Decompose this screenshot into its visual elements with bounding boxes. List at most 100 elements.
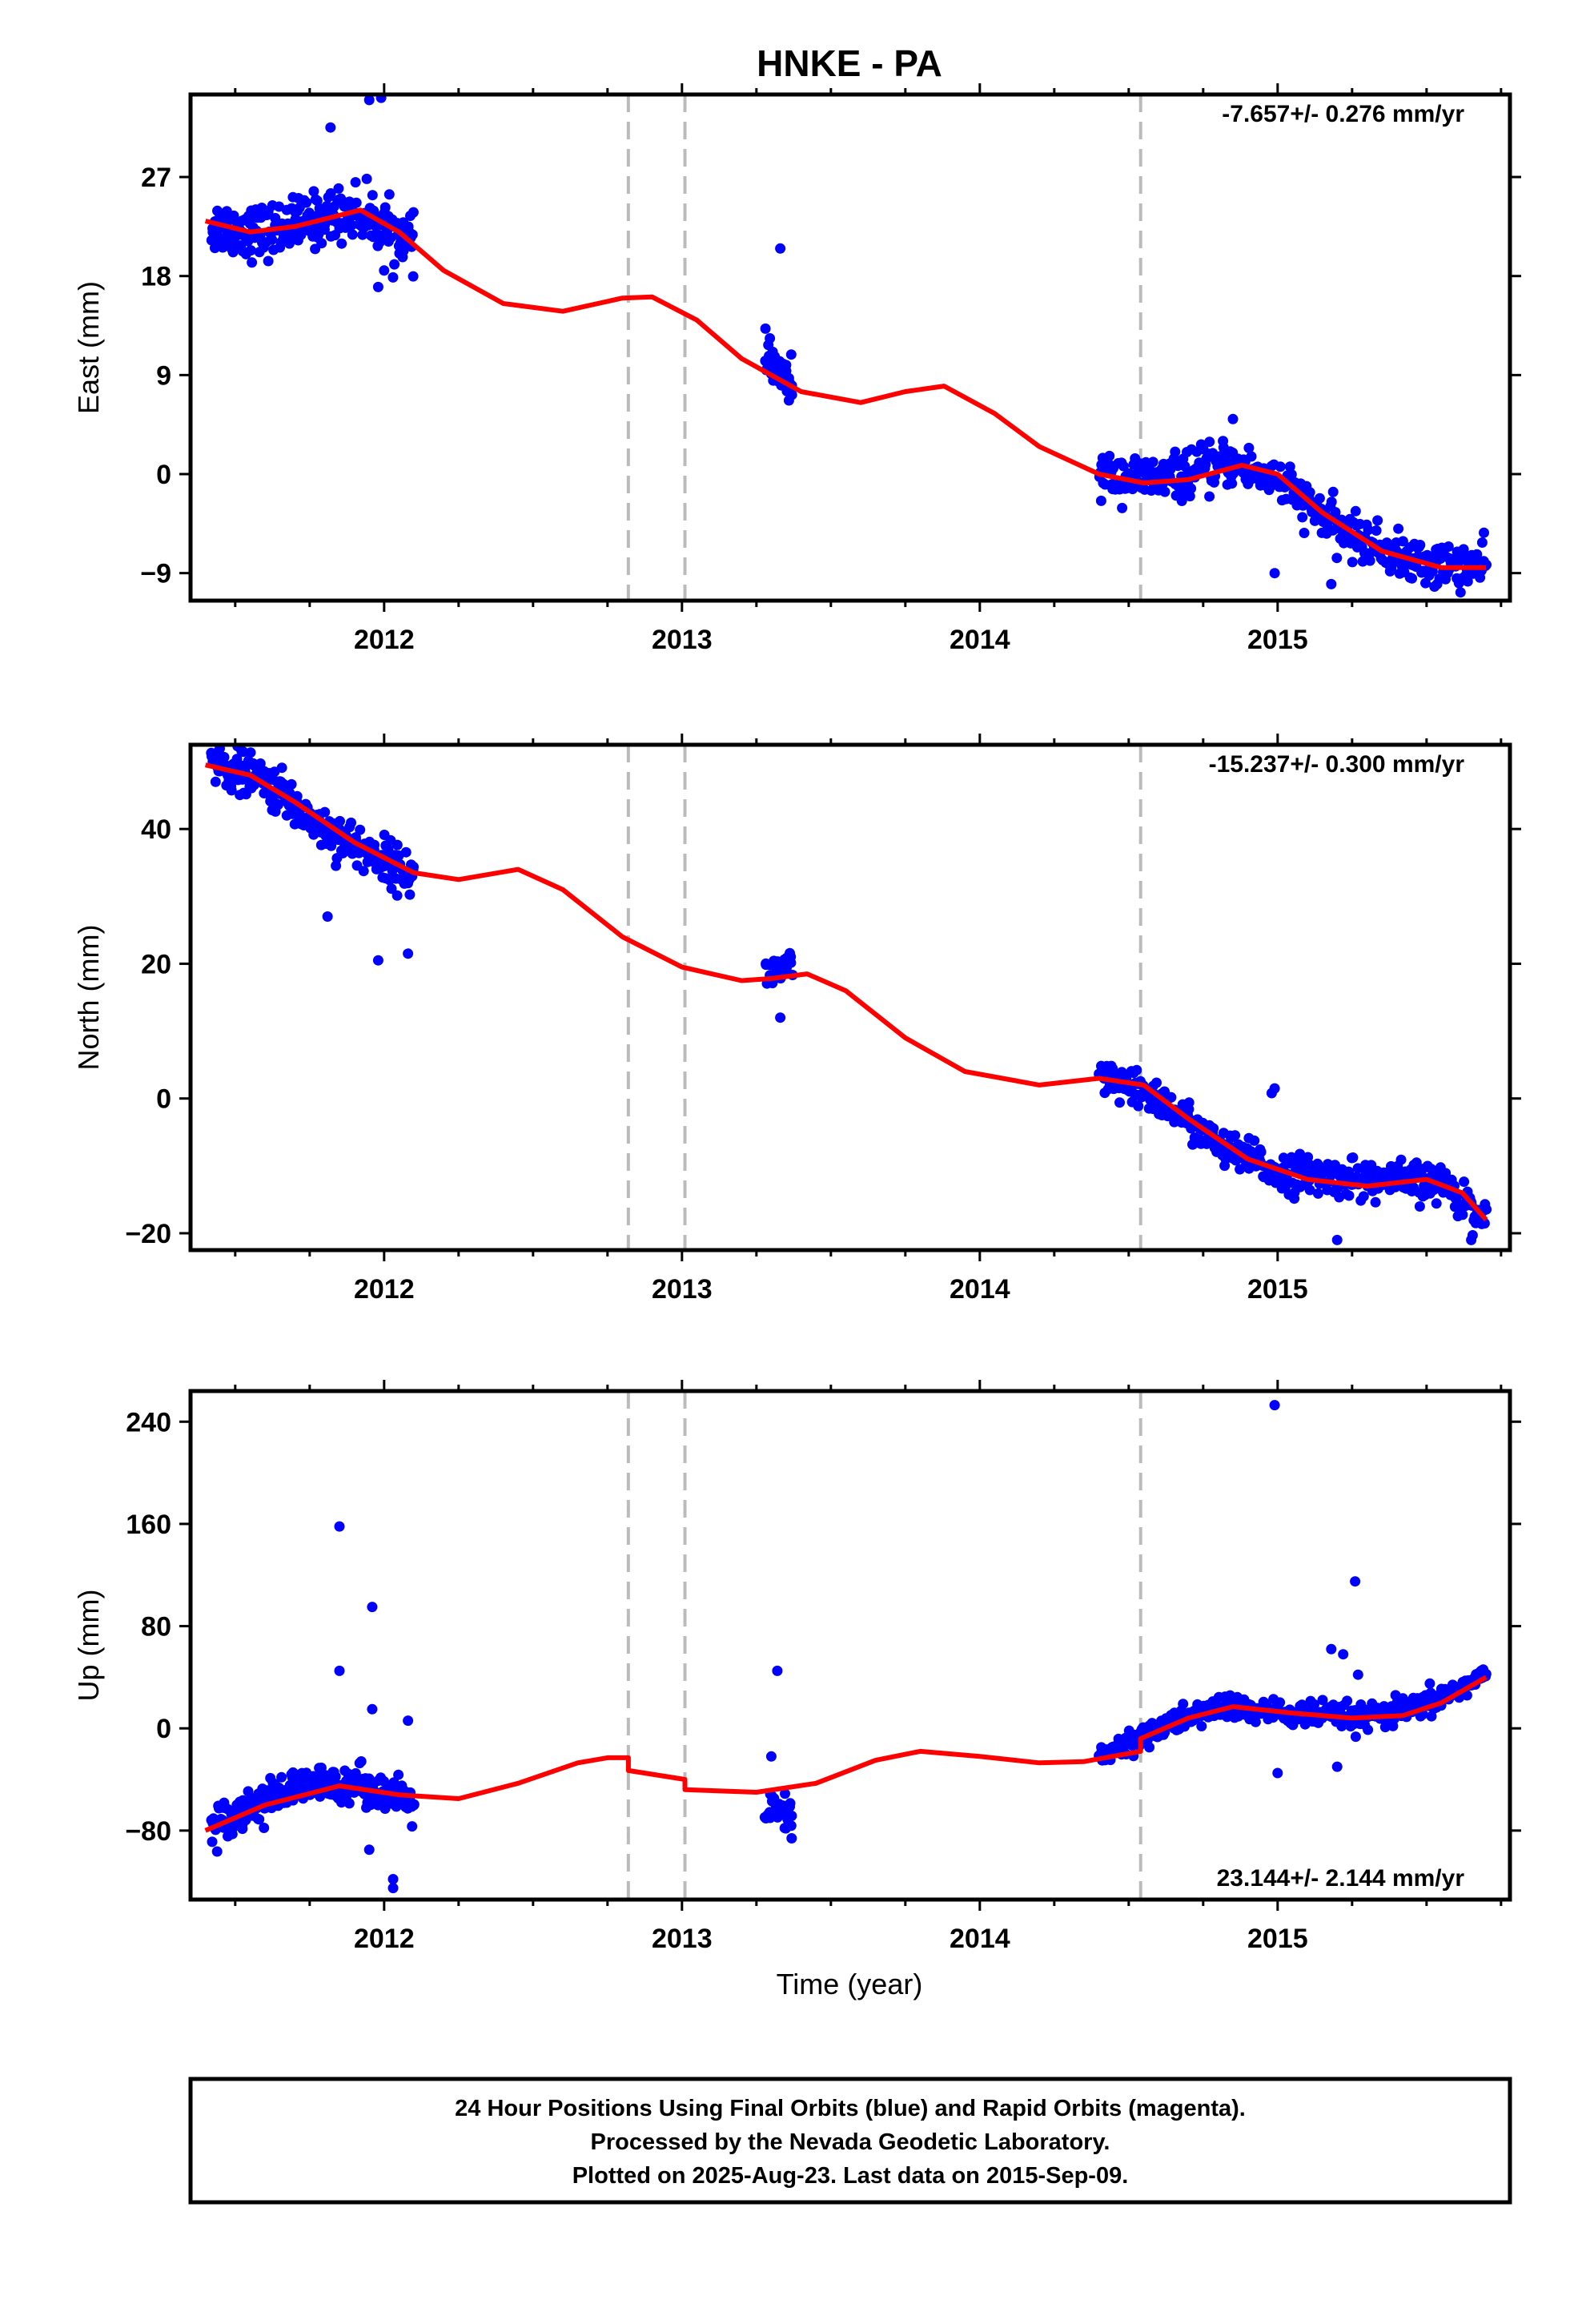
outlier-point: [1326, 578, 1337, 589]
data-point: [1314, 493, 1325, 504]
data-point: [1440, 1168, 1452, 1179]
data-point: [1370, 1196, 1381, 1208]
outlier-point: [372, 281, 383, 292]
data-point: [1095, 495, 1106, 506]
data-point: [1304, 1184, 1315, 1196]
plot-area: [204, 745, 1492, 1250]
outlier-point: [322, 911, 333, 922]
data-point: [1159, 486, 1170, 497]
outlier-point: [765, 1751, 777, 1762]
data-point: [1275, 1697, 1286, 1708]
data-point: [259, 1823, 270, 1833]
data-point: [1114, 1097, 1125, 1108]
data-point: [222, 227, 233, 238]
data-point: [383, 844, 394, 854]
data-point: [1461, 1690, 1472, 1701]
data-point: [1297, 512, 1308, 523]
y-tick-label: 0: [156, 1084, 171, 1115]
outlier-point: [387, 1874, 399, 1884]
data-point: [780, 1788, 790, 1799]
y-tick-label: 27: [141, 163, 171, 193]
data-point: [343, 1798, 355, 1809]
data-point: [1131, 1064, 1142, 1076]
rate-text: -7.657+/- 0.276 mm/yr: [1222, 101, 1464, 127]
data-point: [1455, 587, 1466, 598]
y-tick-label: 80: [141, 1612, 171, 1642]
data-point: [1220, 1153, 1231, 1164]
data-point: [316, 238, 327, 249]
panel-frame: [188, 742, 1512, 1252]
data-point: [315, 1763, 327, 1773]
data-point: [308, 186, 319, 197]
data-point: [379, 202, 391, 213]
data-point: [355, 1756, 367, 1767]
data-point: [760, 323, 771, 334]
plot-area: [204, 94, 1492, 601]
x-tick-label: 2014: [950, 1274, 1010, 1305]
footer-line-1: 24 Hour Positions Using Final Orbits (bl…: [455, 2096, 1246, 2121]
data-point: [1476, 537, 1488, 548]
data-point: [408, 1799, 420, 1810]
data-point: [1358, 1191, 1369, 1202]
data-point: [1309, 1699, 1319, 1710]
data-point: [1117, 502, 1128, 513]
data-point: [207, 1836, 218, 1848]
data-point: [404, 889, 416, 900]
data-point: [1255, 1147, 1267, 1157]
y-tick-label: 40: [141, 814, 171, 845]
data-point: [1147, 456, 1158, 468]
y-tick-label: −80: [125, 1816, 171, 1847]
data-point: [1330, 507, 1341, 518]
outlier-point: [775, 243, 786, 254]
x-tick-label: 2014: [950, 625, 1010, 655]
data-point: [276, 762, 287, 774]
data-point: [325, 188, 336, 199]
data-point: [1331, 553, 1343, 564]
data-point: [1275, 461, 1286, 472]
data-point: [358, 866, 369, 877]
outlier-point: [775, 1012, 786, 1023]
data-point: [301, 197, 312, 208]
outlier-point: [1331, 1761, 1343, 1772]
y-tick-label: 18: [141, 262, 171, 292]
data-point: [1284, 461, 1295, 472]
data-point: [786, 389, 797, 400]
data-point: [1144, 1742, 1155, 1753]
data-point: [1407, 573, 1418, 584]
data-point: [1243, 442, 1255, 453]
data-point: [347, 229, 358, 240]
data-point: [1196, 1721, 1207, 1731]
outlier-point: [403, 948, 414, 959]
y-tick-label: −20: [125, 1219, 171, 1249]
data-point: [1431, 1198, 1442, 1209]
data-point: [1342, 1695, 1353, 1707]
data-point: [1415, 540, 1426, 550]
y-axis-label: East (mm): [72, 281, 105, 414]
data-point: [1347, 1152, 1359, 1163]
outlier-point: [1331, 1234, 1343, 1245]
data-point: [389, 259, 400, 270]
x-tick-label: 2014: [950, 1924, 1010, 1954]
data-point: [1414, 1201, 1425, 1212]
data-point: [335, 815, 345, 826]
footer-line-2: Processed by the Nevada Geodetic Laborat…: [591, 2129, 1110, 2155]
outlier-point: [772, 1665, 783, 1676]
data-point: [1246, 451, 1257, 462]
data-point: [1312, 1188, 1323, 1199]
data-point: [407, 1821, 418, 1832]
data-point: [1427, 566, 1438, 577]
data-point: [1118, 460, 1129, 472]
data-point: [286, 778, 297, 790]
data-point: [391, 890, 403, 901]
data-point: [245, 747, 256, 758]
outlier-point: [334, 1665, 345, 1676]
outlier-point: [1352, 1669, 1363, 1680]
x-axis-label: Time (year): [777, 1968, 923, 2000]
data-point: [276, 1771, 287, 1783]
data-point: [1250, 1716, 1261, 1727]
data-point: [1343, 1190, 1355, 1201]
outlier-point: [367, 1703, 378, 1715]
outlier-point: [1466, 1234, 1477, 1245]
panel-frame: [188, 1389, 1512, 1902]
